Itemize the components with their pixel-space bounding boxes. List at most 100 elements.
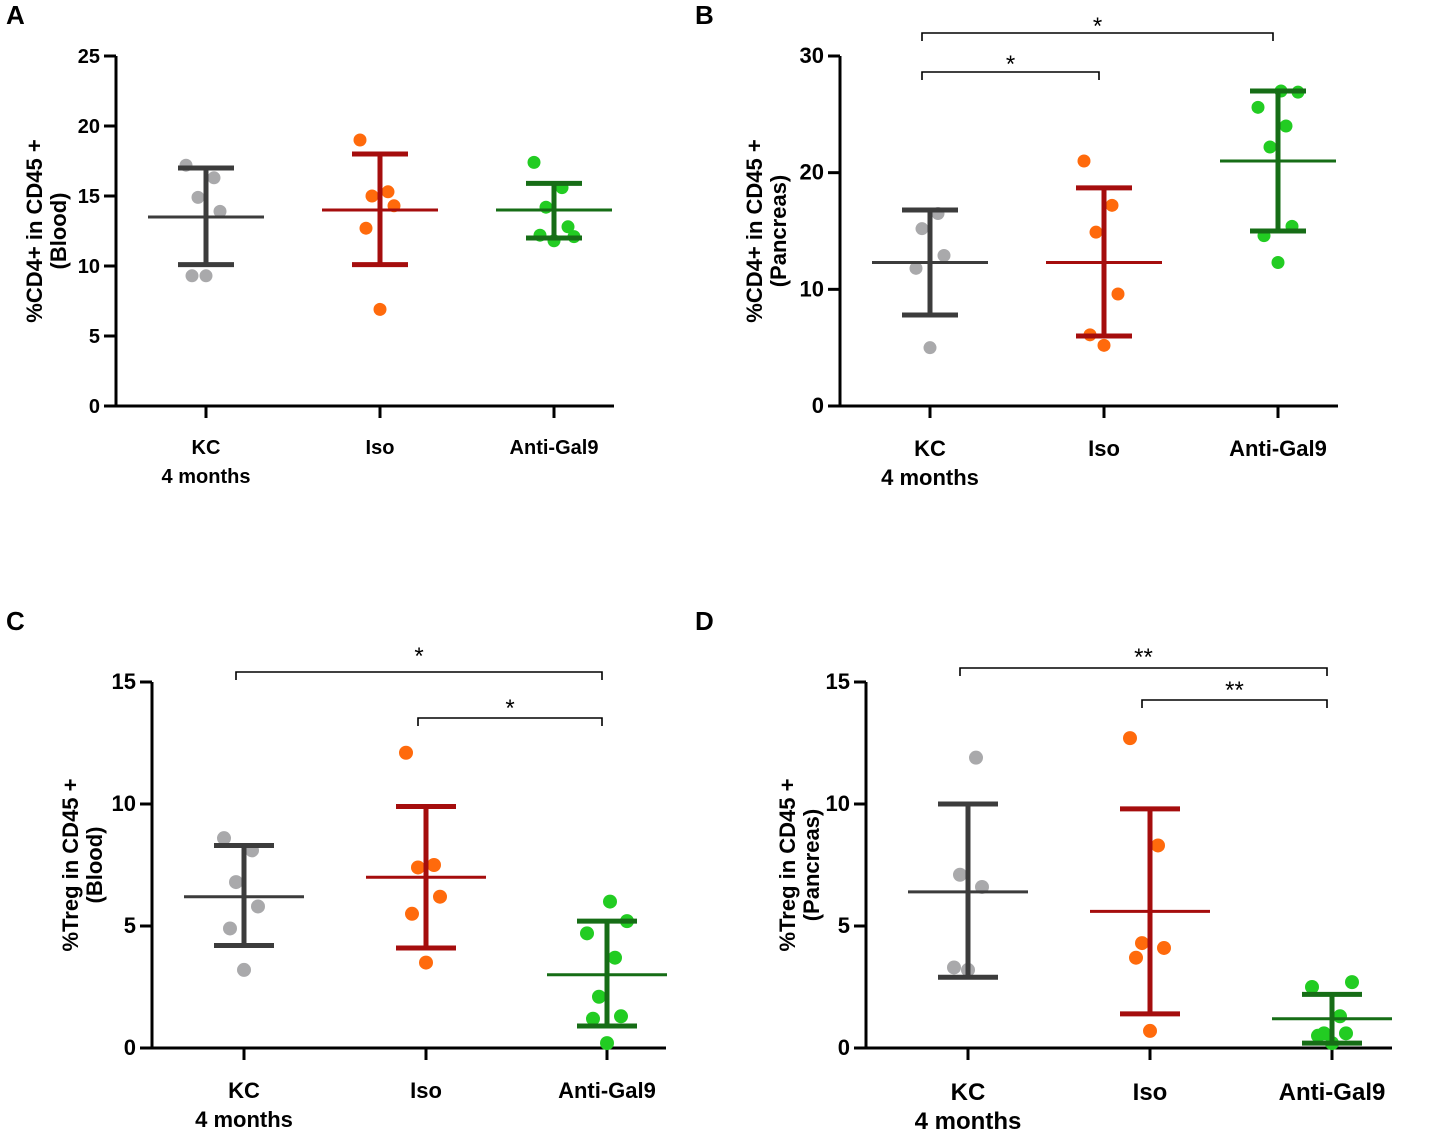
data-point-d-anti-gal9 xyxy=(1305,980,1319,994)
data-point-c-anti-gal9 xyxy=(586,1011,600,1026)
significance-label-c: * xyxy=(505,695,514,722)
data-point-d-iso xyxy=(1157,940,1171,955)
data-point-c-anti-gal9 xyxy=(580,926,594,941)
data-point-d-iso xyxy=(1123,731,1137,746)
y-axis-label-a: %CD4+ in CD45 + xyxy=(22,139,47,322)
data-point-c-kc xyxy=(237,962,251,977)
panel-label-a: A xyxy=(6,0,25,30)
data-point-b-iso xyxy=(1077,154,1091,168)
y-axis-label-c: %Treg in CD45 + xyxy=(58,778,83,951)
data-point-d-anti-gal9 xyxy=(1345,975,1359,990)
data-point-a-anti-gal9 xyxy=(539,200,553,214)
x-tick-label-d-kc: 4 months xyxy=(915,1108,1022,1135)
data-point-d-iso xyxy=(1151,838,1165,853)
data-point-c-iso xyxy=(411,860,425,875)
y-tick-label-d: 0 xyxy=(838,1035,850,1060)
data-point-c-iso xyxy=(433,889,447,904)
data-point-b-kc xyxy=(909,261,923,275)
y-tick-label-c: 0 xyxy=(124,1035,136,1060)
panel-label-b: B xyxy=(695,0,714,30)
data-point-a-kc xyxy=(207,171,221,185)
data-point-b-iso xyxy=(1097,338,1111,352)
significance-label-b: * xyxy=(1006,51,1015,78)
data-point-d-iso xyxy=(1143,1023,1157,1038)
y-tick-label-b: 10 xyxy=(800,276,824,301)
y-tick-label-a: 5 xyxy=(89,326,100,348)
y-tick-label-b: 30 xyxy=(800,43,824,68)
data-point-a-iso xyxy=(381,185,395,199)
data-point-a-kc xyxy=(199,269,213,283)
significance-bracket-b xyxy=(921,71,1100,80)
data-point-d-iso xyxy=(1135,936,1149,951)
data-point-c-anti-gal9 xyxy=(614,1009,628,1024)
x-tick-label-d-iso: Iso xyxy=(1133,1079,1168,1106)
significance-bracket-b xyxy=(921,32,1274,41)
data-point-d-anti-gal9 xyxy=(1339,1026,1353,1041)
y-tick-label-c: 10 xyxy=(112,791,136,816)
y-axis-label-b: (Pancreas) xyxy=(766,175,791,288)
y-tick-label-a: 10 xyxy=(78,256,100,278)
y-tick-label-d: 5 xyxy=(838,913,850,938)
data-point-a-anti-gal9 xyxy=(527,155,541,169)
data-point-b-iso xyxy=(1089,225,1103,239)
significance-bracket-c xyxy=(417,717,603,726)
x-tick-label-c-anti-gal9: Anti-Gal9 xyxy=(558,1078,656,1103)
x-tick-label-b-iso: Iso xyxy=(1088,436,1120,461)
y-tick-label-c: 5 xyxy=(124,913,136,938)
data-point-d-kc xyxy=(969,750,983,765)
data-point-c-iso xyxy=(399,745,413,760)
data-point-a-kc xyxy=(191,190,205,204)
y-tick-label-b: 0 xyxy=(812,393,824,418)
y-axis-label-d: (Pancreas) xyxy=(799,809,824,922)
panel-label-d: D xyxy=(695,606,714,636)
significance-label-b: * xyxy=(1093,13,1102,40)
data-point-d-kc xyxy=(953,867,967,882)
data-point-b-kc xyxy=(923,341,937,355)
data-point-c-iso xyxy=(419,955,433,970)
panel-label-c: C xyxy=(6,606,25,636)
significance-label-c: * xyxy=(414,643,423,670)
x-tick-label-b-kc: KC xyxy=(914,436,946,461)
y-tick-label-c: 15 xyxy=(112,669,136,694)
data-point-d-kc xyxy=(947,960,961,975)
data-point-c-iso xyxy=(427,858,441,872)
x-tick-label-b-anti-gal9: Anti-Gal9 xyxy=(1229,436,1327,461)
x-tick-label-a-kc: 4 months xyxy=(162,466,251,488)
data-point-d-anti-gal9 xyxy=(1333,1009,1347,1024)
x-tick-label-b-kc: 4 months xyxy=(881,465,979,490)
significance-bracket-c xyxy=(235,671,603,680)
significance-bracket-d xyxy=(959,667,1328,676)
y-axis-label-b: %CD4+ in CD45 + xyxy=(742,139,767,322)
x-tick-label-d-anti-gal9: Anti-Gal9 xyxy=(1279,1079,1386,1106)
data-point-a-anti-gal9 xyxy=(561,220,575,234)
y-tick-label-a: 20 xyxy=(78,116,100,138)
data-point-b-anti-gal9 xyxy=(1279,119,1293,133)
y-tick-label-d: 15 xyxy=(826,669,850,694)
data-point-a-iso xyxy=(365,189,379,203)
y-axis-label-a: (Blood) xyxy=(46,193,71,270)
y-tick-label-a: 15 xyxy=(78,186,100,208)
data-point-b-kc xyxy=(915,222,929,236)
x-tick-label-a-kc: KC xyxy=(192,437,221,459)
data-point-b-iso xyxy=(1111,287,1125,301)
y-tick-label-a: 25 xyxy=(78,46,100,68)
data-point-a-kc xyxy=(185,269,199,283)
data-point-d-iso xyxy=(1129,950,1143,965)
x-tick-label-a-iso: Iso xyxy=(366,437,395,459)
data-point-c-anti-gal9 xyxy=(592,989,606,1004)
data-point-c-kc xyxy=(217,831,231,846)
data-point-c-anti-gal9 xyxy=(608,950,622,965)
data-point-c-kc xyxy=(229,875,243,890)
x-tick-label-a-anti-gal9: Anti-Gal9 xyxy=(510,437,599,459)
data-point-c-kc xyxy=(223,921,237,936)
y-axis-label-d: %Treg in CD45 + xyxy=(775,778,800,951)
data-point-b-kc xyxy=(937,249,951,262)
data-point-a-iso xyxy=(359,221,373,235)
x-tick-label-d-kc: KC xyxy=(951,1079,986,1106)
x-tick-label-c-kc: 4 months xyxy=(195,1107,293,1132)
y-tick-label-d: 10 xyxy=(826,791,850,816)
data-point-a-iso xyxy=(353,133,367,147)
data-point-c-anti-gal9 xyxy=(600,1036,614,1051)
data-point-a-kc xyxy=(213,204,227,218)
